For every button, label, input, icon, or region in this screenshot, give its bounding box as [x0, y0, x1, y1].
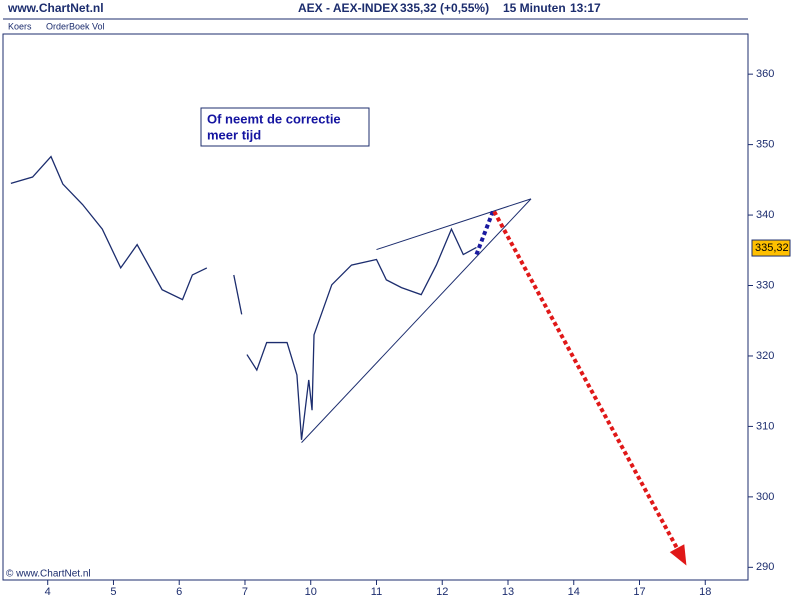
- copyright: © www.ChartNet.nl: [6, 569, 91, 580]
- x-tick-label: 17: [633, 586, 645, 598]
- annotation: meer tijd: [207, 127, 261, 142]
- tab: OrderBoek Vol: [46, 21, 105, 31]
- tab: Koers: [8, 21, 32, 31]
- annotation-box: [200, 107, 370, 147]
- last-price-label: 335,32: [755, 242, 789, 254]
- annotation: Of neemt de correctie: [207, 111, 341, 126]
- x-tick-label: 14: [568, 586, 580, 598]
- x-tick-label: 12: [436, 586, 448, 598]
- y-tick-label: 330: [756, 279, 774, 291]
- x-tick-label: 13: [502, 586, 514, 598]
- x-tick-label: 5: [110, 586, 116, 598]
- arrow-head: [669, 544, 687, 566]
- x-tick-label: 18: [699, 586, 711, 598]
- x-tick-label: 6: [176, 586, 182, 598]
- last-price-tag: [751, 239, 791, 257]
- quote: 335,32 (+0,55%): [400, 1, 489, 15]
- x-tick-label: 10: [305, 586, 317, 598]
- x-tick-label: 4: [45, 586, 51, 598]
- trend-line: [301, 198, 532, 443]
- y-tick-label: 300: [756, 491, 774, 503]
- forecast-line: [474, 210, 495, 256]
- x-tick-label: 11: [371, 586, 382, 598]
- y-tick-label: 350: [756, 139, 774, 151]
- forecast-line: [492, 210, 686, 562]
- time: 13:17: [570, 1, 601, 15]
- trend-line: [376, 198, 532, 251]
- x-tick-label: 7: [242, 586, 248, 598]
- y-tick-label: 290: [756, 561, 774, 573]
- site: www.ChartNet.nl: [7, 1, 104, 15]
- y-tick-label: 340: [756, 209, 774, 221]
- y-tick-label: 320: [756, 350, 774, 362]
- y-tick-label: 360: [756, 68, 774, 80]
- price-line: [10, 155, 477, 440]
- instrument: AEX - AEX-INDEX: [298, 1, 398, 15]
- y-tick-label: 310: [756, 420, 774, 432]
- interval: 15 Minuten: [503, 1, 566, 15]
- plot-frame: [2, 33, 749, 581]
